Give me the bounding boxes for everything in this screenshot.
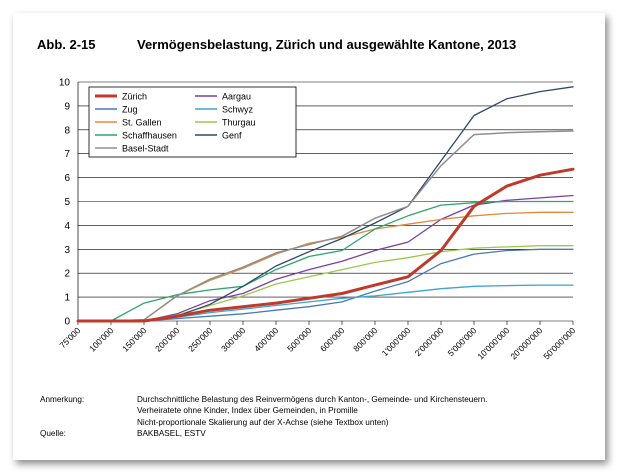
series-line-z-rich [76,167,575,323]
series-line-schwyz [77,284,574,322]
x-tick-label: 1'000'000 [380,325,413,358]
x-tick-label: 300'000 [219,325,247,353]
x-tick-label: 50'000'000 [541,325,577,361]
legend-label: Aargau [222,92,251,102]
remark-line: Nicht-proportionale Skalierung auf der X… [137,417,389,427]
y-tick-label: 4 [64,221,70,232]
figure-heading: Abb. 2-15 Vermögensbelastung, Zürich und … [37,37,516,52]
legend-label: Thurgau [222,118,256,128]
x-tick-label: 150'000 [120,325,148,353]
source-text: BAKBASEL, ESTV [137,428,206,438]
figure-title: Vermögensbelastung, Zürich und ausgewähl… [137,37,517,52]
y-tick-label: 10 [59,78,71,89]
remark-label: Anmerkung: [40,395,85,404]
series-line-thurgau [77,245,574,322]
legend-box [88,86,297,158]
figure-number: Abb. 2-15 [37,37,96,52]
y-tick-label: 9 [64,101,70,112]
legend-label: Schwyz [222,105,254,115]
x-tick-label: 75'000 [57,325,82,350]
y-tick-label: 5 [64,197,70,208]
y-tick-label: 1 [64,293,70,304]
x-tick-label: 5'000'000 [446,325,479,358]
source-label: Quelle: [40,428,66,438]
x-tick-label: 500'000 [285,325,313,353]
y-tick-label: 8 [64,125,70,136]
legend-label: Zürich [122,92,147,102]
legend-label: Genf [222,131,242,141]
remark-line: Durchschnittliche Belastung des Reinverm… [137,395,488,404]
series-line-basel-stadt [77,130,574,322]
y-tick-label: 7 [64,149,70,160]
notes: Anmerkung: Durchschnittliche Belastung d… [40,394,487,439]
y-tick-label: 0 [64,317,70,328]
x-tick-label: 100'000 [87,325,115,353]
y-tick-label: 6 [64,173,70,184]
remark-line: Verheiratete ohne Kinder, Index über Gem… [137,406,358,416]
legend-label: Schaffhausen [122,131,177,141]
x-tick-label: 400'000 [252,325,280,353]
legend-label: Zug [122,105,138,115]
x-tick-label: 600'000 [318,325,346,353]
x-tick-label: 20'000'000 [508,325,544,361]
x-tick-label: 200'000 [153,325,181,353]
x-tick-label: 250'000 [186,325,214,353]
legend-label: Basel-Stadt [122,144,169,154]
series-line-schaffhausen [77,200,574,322]
x-tick-label: 2'000'000 [413,325,446,358]
legend-label: St. Gallen [122,118,162,128]
y-tick-label: 2 [64,269,70,280]
x-tick-label: 800'000 [351,325,379,353]
y-tick-label: 3 [64,245,70,256]
x-tick-label: 10'000'000 [475,325,511,361]
